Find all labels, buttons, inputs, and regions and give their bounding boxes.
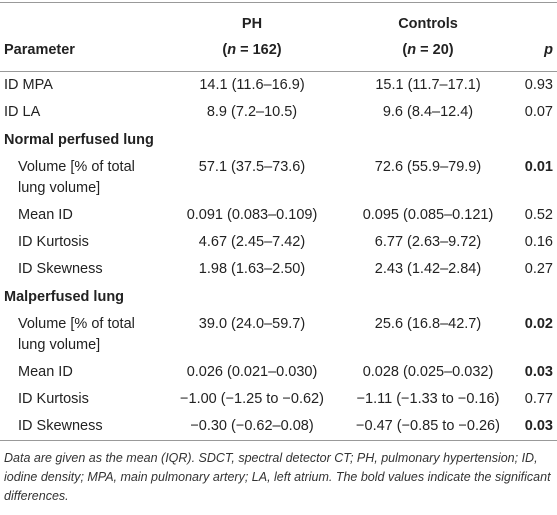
header-parameter: Parameter <box>4 42 75 58</box>
data-row: Mean ID 0.026 (0.021–0.030) 0.028 (0.025–0… <box>0 359 557 386</box>
ph-value: 1.98 (1.63–2.50) <box>198 261 306 277</box>
row-label: ID MPA <box>4 77 53 93</box>
p-value: 0.27 <box>524 261 553 277</box>
header-ph-n-symbol: n <box>227 42 237 58</box>
section-row: Malperfused lung <box>0 283 557 311</box>
controls-value: 25.6 (16.8–42.7) <box>374 316 482 332</box>
header-ph: PH (n = 162) <box>168 3 336 72</box>
header-controls: Controls (n = 20) <box>336 3 520 72</box>
controls-value: −0.47 (−0.85 to −0.26) <box>356 418 500 434</box>
header-p-text: p <box>544 42 553 58</box>
header-row: Parameter PH (n = 162) Controls (n = 20) p <box>0 2 557 72</box>
ph-value: 39.0 (24.0–59.7) <box>198 316 306 332</box>
data-row: Volume [% of total lung volume] 57.1 (37.… <box>0 154 557 202</box>
p-value: 0.01 <box>524 159 553 175</box>
data-row: ID Kurtosis 4.67 (2.45–7.42) 6.77 (2.63–9.… <box>0 229 557 256</box>
header-ph-n-open: ( <box>222 42 228 58</box>
header-controls-n-count: = 20) <box>416 42 454 58</box>
p-value: 0.52 <box>524 207 553 223</box>
section-title: Normal perfused lung <box>4 132 154 148</box>
row-label: ID Skewness <box>18 418 103 434</box>
ph-value: 0.026 (0.021–0.030) <box>186 364 318 380</box>
table-body: ID MPA 14.1 (11.6–16.9) 15.1 (11.7–17.1) 0.… <box>0 72 557 441</box>
p-value: 0.93 <box>524 77 553 93</box>
controls-value: 6.77 (2.63–9.72) <box>374 234 482 250</box>
controls-value: −1.11 (−1.33 to −0.16) <box>356 391 500 407</box>
row-label: Volume [% of total lung volume] <box>18 316 135 353</box>
ph-value: −0.30 (−0.62–0.08) <box>190 418 314 434</box>
header-controls-name: Controls <box>398 16 458 32</box>
row-label: Volume [% of total lung volume] <box>18 159 135 196</box>
row-label: ID Kurtosis <box>18 234 89 250</box>
data-row: ID Kurtosis −1.00 (−1.25 to −0.62) −1.11 (… <box>0 386 557 413</box>
row-label: ID LA <box>4 104 41 120</box>
p-value: 0.03 <box>524 364 553 380</box>
data-row: ID MPA 14.1 (11.6–16.9) 15.1 (11.7–17.1) 0.… <box>0 72 557 100</box>
ph-value: 8.9 (7.2–10.5) <box>206 104 298 120</box>
row-label: ID Skewness <box>18 261 103 277</box>
ph-value: 0.091 (0.083–0.109) <box>186 207 318 223</box>
header-controls-n-open: ( <box>402 42 408 58</box>
controls-value: 0.095 (0.085–0.121) <box>362 207 494 223</box>
row-label: Mean ID <box>18 207 73 223</box>
p-value: 0.77 <box>524 391 553 407</box>
controls-value: 2.43 (1.42–2.84) <box>374 261 482 277</box>
table-header: Parameter PH (n = 162) Controls (n = 20) p <box>0 2 557 72</box>
section-row: Normal perfused lung <box>0 126 557 154</box>
data-row: ID LA 8.9 (7.2–10.5) 9.6 (8.4–12.4) 0.07 <box>0 99 557 126</box>
data-row: Mean ID 0.091 (0.083–0.109) 0.095 (0.085–0… <box>0 202 557 229</box>
controls-value: 15.1 (11.7–17.1) <box>375 77 481 93</box>
p-value: 0.07 <box>524 104 553 120</box>
data-row: ID Skewness −0.30 (−0.62–0.08) −0.47 (−0.8… <box>0 413 557 441</box>
data-row: ID Skewness 1.98 (1.63–2.50) 2.43 (1.42–2.… <box>0 256 557 283</box>
footnote: Data are given as the mean (IQR). SDCT, … <box>4 451 551 503</box>
p-value: 0.03 <box>524 418 553 434</box>
data-row: Volume [% of total lung volume] 39.0 (24.… <box>0 311 557 359</box>
ph-value: 4.67 (2.45–7.42) <box>198 234 306 250</box>
p-value: 0.02 <box>524 316 553 332</box>
header-controls-n-symbol: n <box>407 42 417 58</box>
p-value: 0.16 <box>524 234 553 250</box>
row-label: Mean ID <box>18 364 73 380</box>
ph-value: 57.1 (37.5–73.6) <box>198 159 306 175</box>
row-label: ID Kurtosis <box>18 391 89 407</box>
ph-value: 14.1 (11.6–16.9) <box>199 77 305 93</box>
header-p: p <box>520 3 557 72</box>
section-title: Malperfused lung <box>4 289 125 305</box>
controls-value: 72.6 (55.9–79.9) <box>374 159 482 175</box>
header-ph-name: PH <box>241 16 263 32</box>
results-table: Parameter PH (n = 162) Controls (n = 20) p… <box>0 2 557 441</box>
controls-value: 9.6 (8.4–12.4) <box>382 104 474 120</box>
ph-value: −1.00 (−1.25 to −0.62) <box>180 391 324 407</box>
header-ph-n-count: = 162) <box>236 42 282 58</box>
controls-value: 0.028 (0.025–0.032) <box>362 364 494 380</box>
